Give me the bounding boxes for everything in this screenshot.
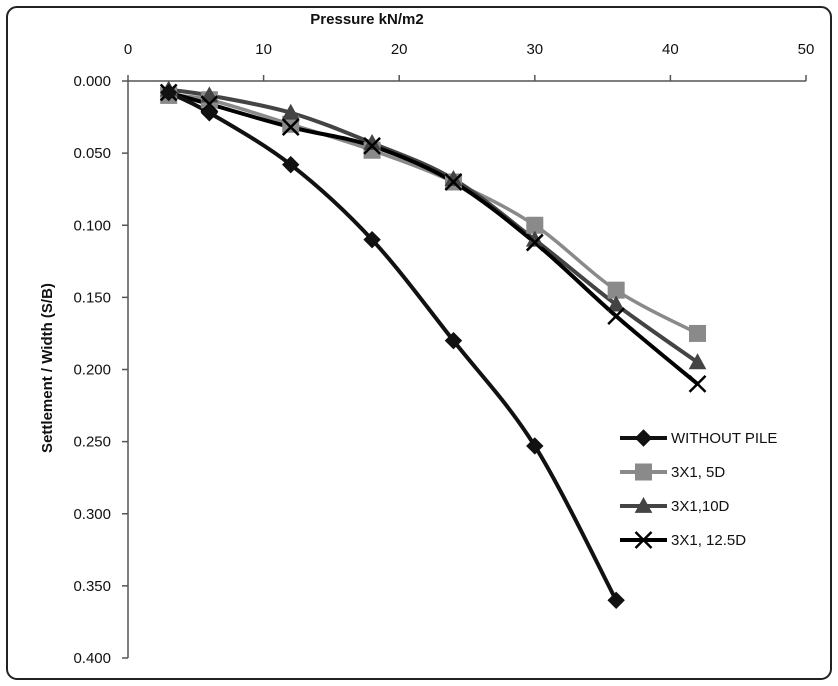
data-point-x (688, 375, 707, 393)
data-point-x (444, 173, 463, 191)
data-point-diamond (444, 331, 463, 350)
data-point-triangle (281, 103, 300, 120)
legend-label: 3X1,10D (671, 498, 730, 515)
data-point-diamond (282, 155, 300, 174)
data-point-diamond (607, 591, 625, 610)
legend-label: 3X1, 5D (671, 464, 725, 481)
data-point-diamond (159, 83, 178, 102)
data-point-triangle (634, 496, 653, 513)
data-point-x (525, 233, 544, 252)
data-point-diamond (363, 230, 381, 249)
data-point-x (634, 531, 653, 549)
data-point-triangle (607, 295, 626, 312)
data-point-x-stroke (281, 118, 300, 137)
series-line (168, 87, 699, 364)
data-point-square (689, 324, 707, 342)
data-point-x-stroke (444, 173, 463, 191)
x-tick-label: 20 (391, 41, 408, 58)
y-tick-label: 0.250 (73, 434, 111, 451)
legend: WITHOUT PILE 3X1, 5D 3X1,10D 3X1, 12.5D (620, 429, 777, 549)
data-point-x (607, 307, 626, 326)
y-tick-label: 0.300 (73, 506, 111, 523)
y-tick-label: 0.000 (73, 73, 111, 90)
data-point-diamond (200, 104, 219, 122)
y-tick-label: 0.200 (73, 362, 111, 379)
y-axis-title: Settlement / Width (S/B) (39, 283, 56, 453)
x-tick-label: 0 (124, 41, 132, 58)
data-point-triangle (200, 86, 219, 103)
data-point-x-stroke (634, 531, 653, 549)
series-layer (159, 80, 707, 610)
data-point-x-stroke (688, 375, 707, 393)
legend-label: 3X1, 12.5D (671, 532, 746, 549)
y-tick-label: 0.350 (73, 578, 111, 595)
series-line (167, 90, 618, 602)
data-point-triangle (688, 353, 707, 370)
data-point-x (281, 118, 300, 137)
x-tick-label: 10 (255, 41, 272, 58)
axes: 0 10 20 30 40 50 0.000 0.050 0.100 0.150 0.200 0.25… (73, 41, 814, 667)
x-tick-label: 40 (662, 41, 679, 58)
x-tick-label: 30 (526, 41, 543, 58)
y-tick-label: 0.400 (73, 650, 111, 667)
data-point-diamond (634, 429, 653, 447)
data-point-x-stroke (525, 233, 544, 252)
chart-border (6, 6, 832, 680)
y-tick-label: 0.050 (73, 145, 111, 162)
data-point-x-stroke (363, 137, 381, 155)
data-point-x (363, 137, 381, 155)
data-point-square (635, 463, 652, 481)
y-tick-label: 0.100 (73, 217, 111, 234)
data-point-x-stroke (607, 307, 626, 326)
x-axis-title: Pressure kN/m2 (310, 11, 423, 28)
y-tick-label: 0.150 (73, 289, 111, 306)
legend-label: WITHOUT PILE (671, 430, 777, 447)
x-tick-label: 50 (798, 41, 815, 58)
data-point-diamond (526, 437, 544, 455)
